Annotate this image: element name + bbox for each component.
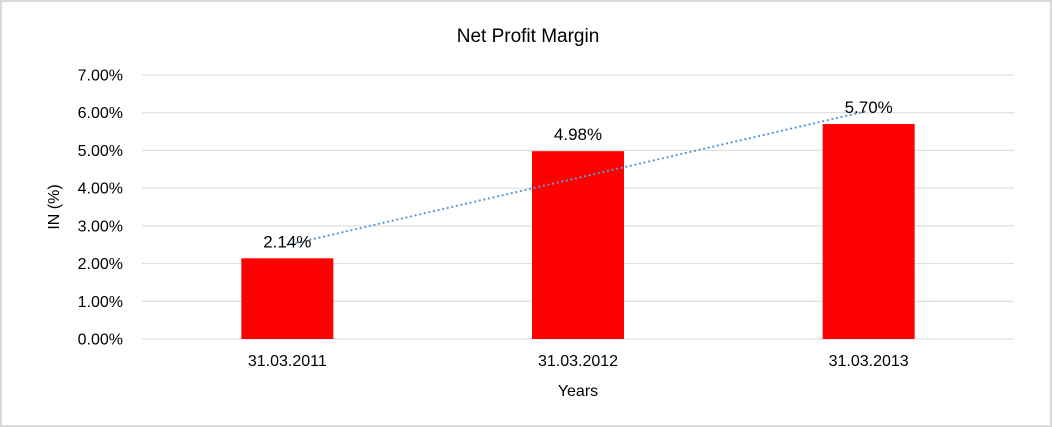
y-tick-label: 7.00%	[78, 68, 123, 85]
y-tick-label: 0.00%	[78, 332, 123, 349]
trendline-dotted	[286, 109, 870, 247]
x-category-label: 31.03.2013	[829, 353, 909, 370]
y-tick-label: 3.00%	[78, 218, 123, 235]
trendline	[286, 109, 870, 247]
y-tick-label: 6.00%	[78, 105, 123, 122]
labels: 0.00% 1.00% 2.00% 3.00% 4.00% 5.00% 6.00% 7.00%…	[78, 68, 909, 371]
y-tick-label: 1.00%	[78, 294, 123, 311]
y-axis-title: IN (%)	[46, 184, 63, 229]
bar-data-label: 5.70%	[845, 98, 893, 117]
chart-title: Net Profit Margin	[457, 26, 600, 47]
x-category-label: 31.03.2011	[248, 353, 327, 370]
bar	[241, 258, 334, 339]
y-tick-label: 2.00%	[78, 256, 123, 273]
bar	[822, 124, 915, 340]
bar-series	[241, 124, 915, 340]
y-tick-label: 5.00%	[78, 143, 123, 160]
y-tick-label: 4.00%	[78, 181, 123, 198]
bar-data-label: 2.14%	[263, 232, 311, 251]
bar	[532, 151, 624, 339]
x-axis-title: Years	[558, 383, 598, 400]
bar-data-label: 4.98%	[554, 125, 602, 144]
x-category-label: 31.03.2012	[538, 353, 618, 370]
